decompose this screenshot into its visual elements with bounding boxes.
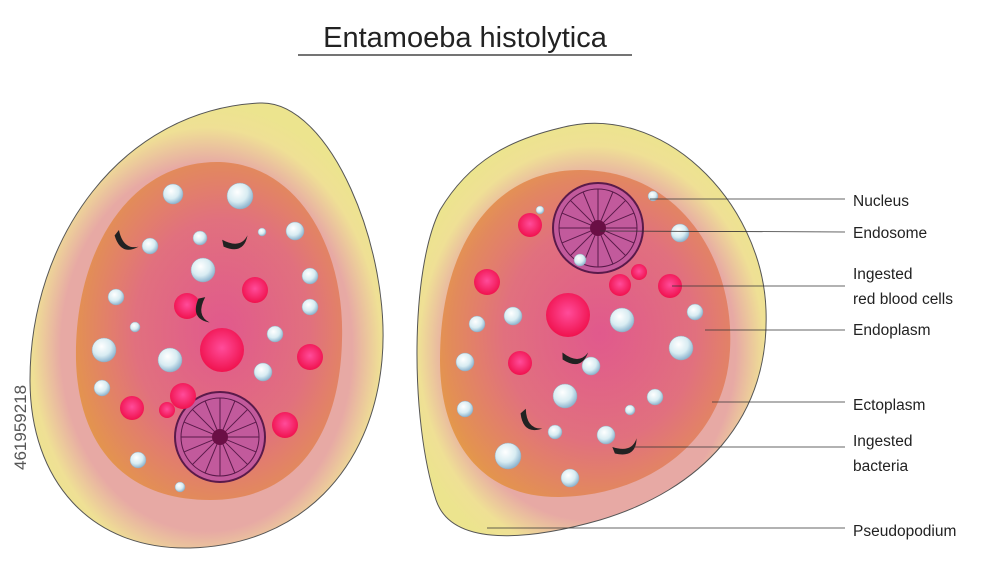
label: Ingested bbox=[853, 266, 912, 283]
leader-lines bbox=[487, 198, 846, 529]
vacuole bbox=[668, 335, 694, 361]
vacuole bbox=[107, 288, 125, 306]
red-blood-cell bbox=[159, 402, 175, 418]
red-blood-cell bbox=[474, 269, 500, 295]
red-blood-cell bbox=[546, 293, 590, 337]
vacuole bbox=[285, 221, 305, 241]
bacterium bbox=[195, 297, 210, 323]
vacuole bbox=[686, 303, 704, 321]
vacuole bbox=[624, 404, 636, 416]
left-cell bbox=[29, 102, 384, 549]
vacuole bbox=[301, 267, 319, 285]
red-blood-cell bbox=[508, 351, 532, 375]
vacuole bbox=[93, 379, 111, 397]
bacterium bbox=[612, 438, 637, 455]
vacuole bbox=[91, 337, 117, 363]
vacuole bbox=[226, 182, 254, 210]
bacterium bbox=[114, 230, 139, 250]
leader-line bbox=[599, 230, 846, 233]
vacuole bbox=[192, 230, 208, 246]
red-blood-cell bbox=[631, 264, 647, 280]
vacuole bbox=[468, 315, 486, 333]
red-blood-cell bbox=[272, 412, 298, 438]
vacuole bbox=[609, 307, 635, 333]
label: bacteria bbox=[853, 458, 909, 475]
vacuole bbox=[547, 424, 563, 440]
vacuole bbox=[266, 325, 284, 343]
red-blood-cell bbox=[170, 383, 196, 409]
vacuole bbox=[455, 352, 475, 372]
inclusions bbox=[91, 182, 704, 493]
label: red blood cells bbox=[853, 291, 953, 308]
label: Ectoplasm bbox=[853, 397, 925, 414]
vacuole bbox=[596, 425, 616, 445]
label: Endosome bbox=[853, 225, 927, 242]
endosome bbox=[590, 220, 606, 236]
red-blood-cell bbox=[609, 274, 631, 296]
vacuole bbox=[670, 223, 690, 243]
title: Entamoeba histolytica bbox=[323, 22, 608, 54]
vacuole bbox=[581, 356, 601, 376]
endosome bbox=[212, 429, 228, 445]
labels: Nucleus Endosome Ingested red blood cells En… bbox=[853, 193, 956, 540]
vacuole bbox=[162, 183, 184, 205]
stock-id: 461959218 bbox=[11, 385, 30, 470]
bacterium bbox=[520, 408, 543, 431]
bacterium bbox=[222, 235, 248, 250]
vacuole bbox=[503, 306, 523, 326]
red-blood-cell bbox=[242, 277, 268, 303]
vacuole bbox=[456, 400, 474, 418]
vacuole bbox=[560, 468, 580, 488]
red-blood-cell bbox=[518, 213, 542, 237]
label: Ingested bbox=[853, 433, 912, 450]
vacuole bbox=[129, 451, 147, 469]
bacterium bbox=[562, 352, 589, 365]
vacuole bbox=[190, 257, 216, 283]
vacuole bbox=[257, 227, 267, 237]
vacuole bbox=[301, 298, 319, 316]
red-blood-cell bbox=[297, 344, 323, 370]
vacuole bbox=[253, 362, 273, 382]
vacuole bbox=[535, 205, 545, 215]
label: Pseudopodium bbox=[853, 523, 956, 540]
label: Nucleus bbox=[853, 193, 909, 210]
vacuole bbox=[552, 383, 578, 409]
label: Endoplasm bbox=[853, 322, 931, 339]
endoplasm bbox=[440, 170, 731, 498]
vacuole bbox=[647, 190, 659, 202]
red-blood-cell bbox=[120, 396, 144, 420]
red-blood-cell bbox=[658, 274, 682, 298]
vacuole bbox=[573, 253, 587, 267]
red-blood-cell bbox=[174, 293, 200, 319]
red-blood-cell bbox=[200, 328, 244, 372]
vacuole bbox=[157, 347, 183, 373]
vacuole bbox=[129, 321, 141, 333]
vacuole bbox=[646, 388, 664, 406]
vacuole bbox=[174, 481, 186, 493]
vacuole bbox=[494, 442, 522, 470]
vacuole bbox=[141, 237, 159, 255]
